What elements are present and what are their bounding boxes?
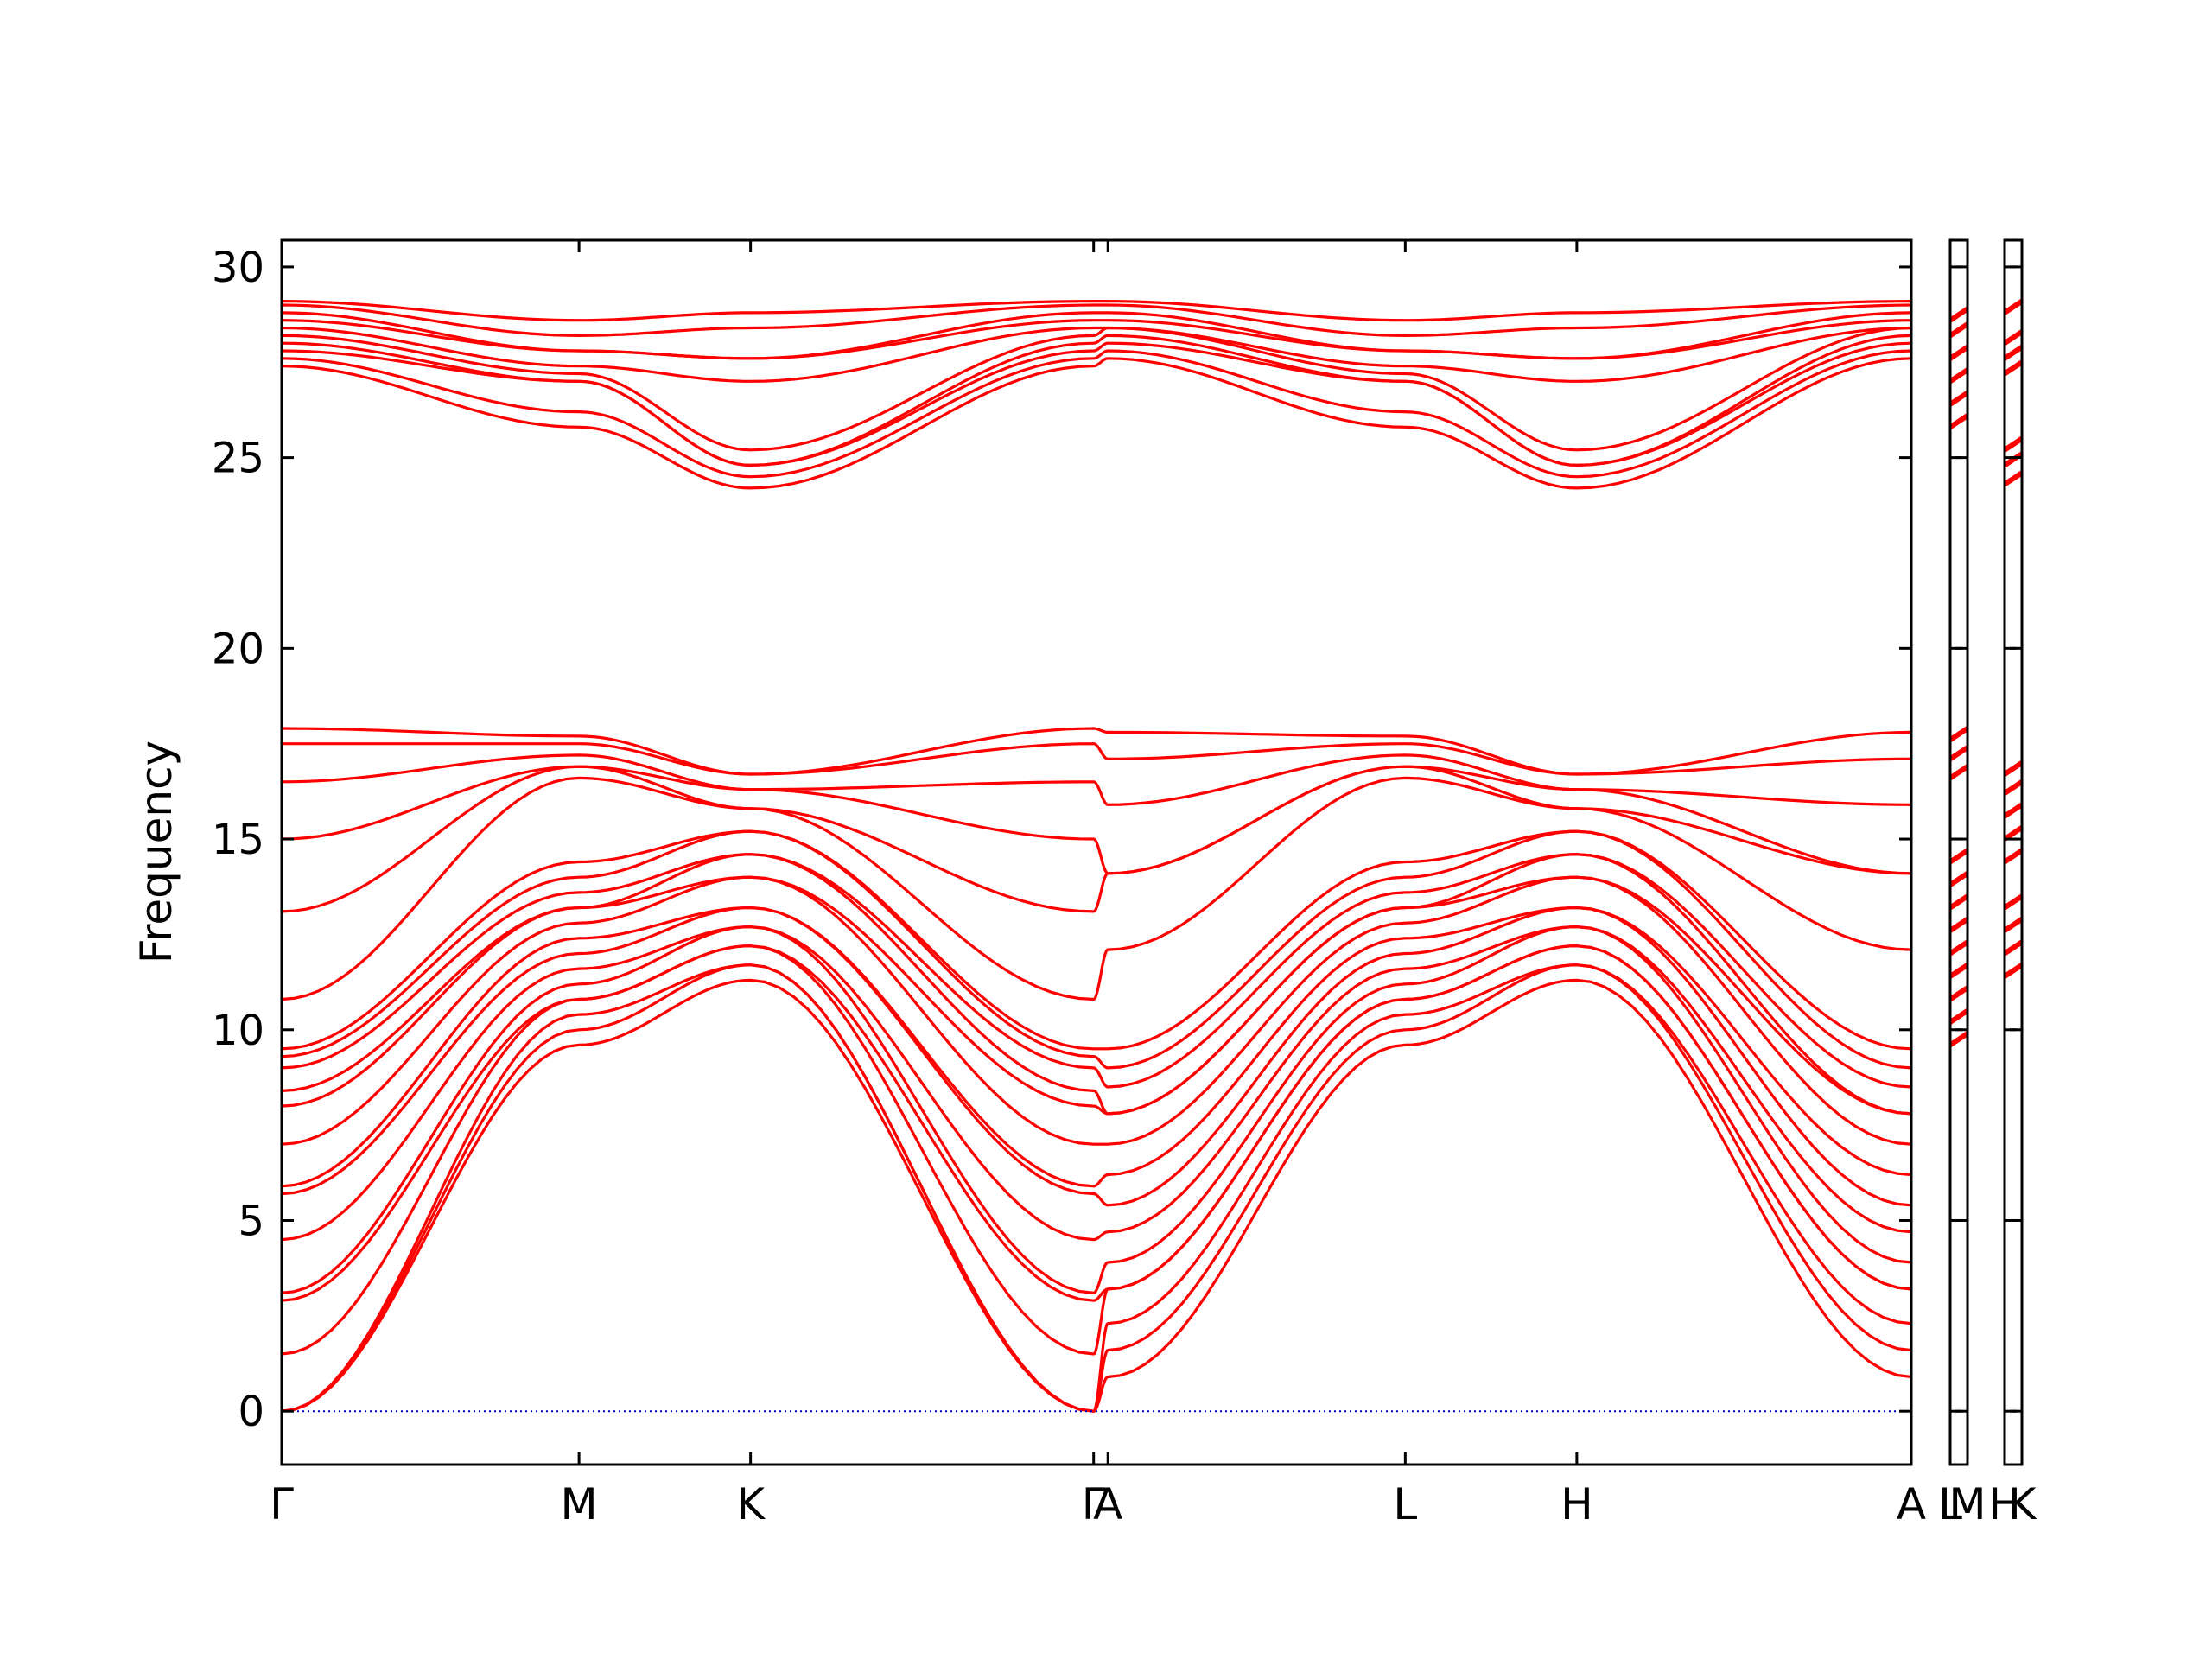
y-tick-labels: 0 5 10 15 20 25 30 (212, 244, 264, 1436)
band-segment (2005, 848, 2022, 865)
y-tick-label: 25 (212, 435, 264, 483)
x-tick-label: M (561, 1479, 598, 1529)
x-tick-label: K (2008, 1479, 2037, 1529)
band-line (282, 727, 1911, 776)
band-segment (2005, 436, 2022, 453)
band-segment (1950, 413, 1967, 429)
band-segment (2005, 779, 2022, 796)
y-tick-label: 10 (212, 1007, 264, 1055)
band-line (282, 341, 1911, 467)
band-line (282, 300, 1911, 322)
y-tick-label: 20 (212, 625, 264, 673)
band-lines-main (282, 300, 1911, 1413)
band-line (282, 906, 1911, 1188)
axis-ticks (280, 240, 2024, 1465)
plot-frame-main (280, 238, 1913, 1466)
plot-frame-L-M (1948, 238, 1969, 1466)
band-line (282, 357, 1911, 490)
x-tick-labels: Γ M K ΓA L H A LM HK (270, 1479, 2037, 1529)
band-segment (2005, 470, 2022, 487)
x-tick-label: L (1938, 1479, 1962, 1529)
x-tick-label: Γ (270, 1479, 294, 1529)
band-segment (2005, 939, 2022, 956)
band-segment (2005, 345, 2022, 361)
band-line (282, 875, 1911, 1116)
x-tick-label: K (736, 1479, 766, 1529)
band-segment (2005, 917, 2022, 933)
band-line (282, 319, 1911, 360)
band-segment (2005, 299, 2022, 315)
band-line (282, 853, 1911, 1089)
band-line (282, 326, 1911, 452)
x-tick-label: L (1393, 1479, 1417, 1529)
band-lines-H-K (2005, 299, 2022, 979)
x-tick-label: A (1093, 1479, 1122, 1529)
band-line (282, 742, 1911, 776)
band-segment (1950, 345, 1967, 361)
band-segment (1950, 726, 1967, 742)
band-line (282, 978, 1911, 1413)
band-lines-L-M (1950, 306, 1967, 1047)
y-tick-label: 0 (238, 1388, 264, 1436)
band-line (282, 944, 1911, 1302)
x-tick-label: M (1948, 1479, 1986, 1529)
band-segment (1950, 985, 1967, 1001)
x-tick-label: A (1897, 1479, 1926, 1529)
x-tick-label: H (1988, 1479, 2021, 1529)
band-segment (1950, 391, 1967, 407)
y-tick-label: 30 (212, 244, 264, 292)
band-line (282, 326, 1911, 383)
y-axis-label: Frequency (131, 741, 181, 963)
band-line (282, 963, 1911, 1413)
band-line (282, 334, 1911, 467)
band-segment (2005, 760, 2022, 777)
band-segment (1950, 1031, 1967, 1047)
band-line (282, 303, 1911, 338)
y-tick-label: 15 (212, 816, 264, 864)
x-tick-label: Γ (1082, 1479, 1106, 1529)
band-segment (1950, 917, 1967, 933)
band-segment (1950, 764, 1967, 780)
band-segment (1950, 871, 1967, 887)
band-line (282, 753, 1911, 806)
band-segment (2005, 963, 2022, 979)
band-segment (1950, 963, 1967, 979)
band-segment (2005, 893, 2022, 911)
band-segment (1950, 1008, 1967, 1025)
band-line (282, 925, 1911, 1242)
plot-frame-H-K (2003, 238, 2024, 1466)
band-segment (2005, 802, 2022, 819)
y-tick-label: 5 (238, 1197, 264, 1245)
band-line (282, 776, 1911, 1001)
band-segment (1950, 848, 1967, 865)
band-line (282, 311, 1911, 360)
band-segment (2005, 451, 2022, 467)
band-segment (1950, 893, 1967, 911)
band-segment (1950, 367, 1967, 384)
band-line (282, 349, 1911, 479)
band-segment (1950, 745, 1967, 761)
band-segment (1950, 939, 1967, 956)
band-segment (2005, 329, 2022, 346)
x-tick-label: H (1560, 1479, 1593, 1529)
band-segment (1950, 321, 1967, 338)
band-line (282, 830, 1911, 1051)
band-segment (1950, 306, 1967, 323)
band-segment (2005, 359, 2022, 377)
band-segment (2005, 825, 2022, 842)
